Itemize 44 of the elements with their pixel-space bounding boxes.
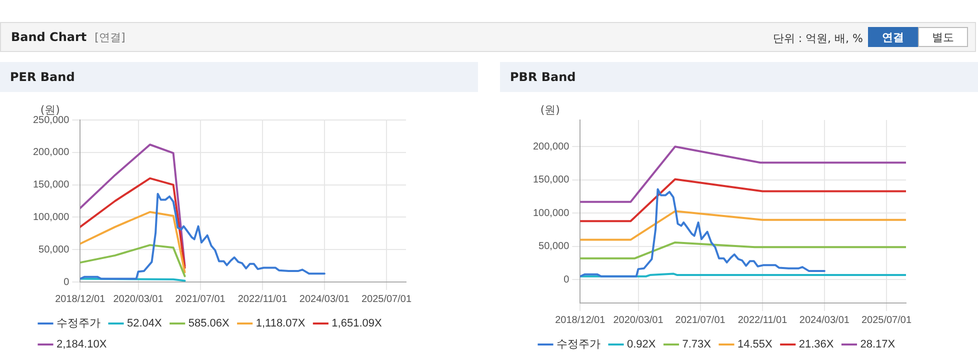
y-tick-label: 150,000: [32, 180, 70, 191]
y-tick-label: 100,000: [32, 212, 70, 223]
text: 연결: [868, 27, 918, 47]
y-tick-label: 50,000: [38, 244, 70, 256]
x-tick-label: 2021/07/01: [175, 294, 226, 305]
chart-title: PER Band: [0, 62, 478, 92]
x-tick-label: 2020/03/01: [613, 314, 664, 326]
y-tick-label: 50,000: [538, 241, 570, 252]
legend-label: 수정주가: [56, 318, 100, 330]
y-axis-title: (원): [540, 103, 560, 116]
y-tick-label: 200,000: [32, 147, 70, 158]
legend-label: 1,118.07X: [256, 318, 306, 330]
chart-title: PBR Band: [500, 62, 978, 92]
y-tick-label: 200,000: [532, 141, 570, 152]
x-tick-label: 2021/07/01: [675, 314, 726, 326]
legend-label: 52.04X: [127, 318, 163, 330]
x-tick-label: 2020/03/01: [113, 294, 164, 305]
text: [연결]: [94, 31, 126, 44]
legend-label: 2,184.10X: [56, 338, 108, 351]
x-tick-label: 2024/03/01: [799, 314, 850, 326]
y-tick-label: 150,000: [532, 174, 570, 186]
text: Band Chart: [11, 30, 87, 44]
x-tick-label: 2022/11/01: [238, 294, 288, 305]
text: 별도: [918, 27, 968, 47]
x-tick-label: 2018/12/01: [555, 314, 606, 326]
legend-label: 14.55X: [737, 338, 774, 351]
x-tick-label: 2025/07/01: [861, 314, 912, 326]
legend-label: 0.92X: [627, 338, 656, 351]
y-tick-label: 250,000: [32, 114, 70, 126]
x-tick-label: 2022/11/01: [738, 314, 788, 326]
legend-label: 28.17X: [860, 338, 896, 351]
legend-label: 21.36X: [798, 338, 834, 351]
y-tick-label: 0: [64, 276, 70, 288]
y-tick-label: 0: [564, 274, 570, 286]
x-tick-label: 2024/03/01: [299, 294, 350, 305]
legend-label: 1,651.09X: [332, 318, 382, 330]
y-tick-label: 100,000: [532, 208, 570, 219]
legend-label: 585.06X: [188, 318, 230, 330]
legend-label: 7.73X: [682, 338, 712, 351]
x-tick-label: 2018/12/01: [55, 294, 106, 305]
legend-label: 수정주가: [556, 338, 600, 351]
x-tick-label: 2025/07/01: [361, 294, 412, 305]
text: 단위 : 억원, 배, %: [772, 31, 863, 46]
y-axis-title: (원): [40, 103, 60, 116]
